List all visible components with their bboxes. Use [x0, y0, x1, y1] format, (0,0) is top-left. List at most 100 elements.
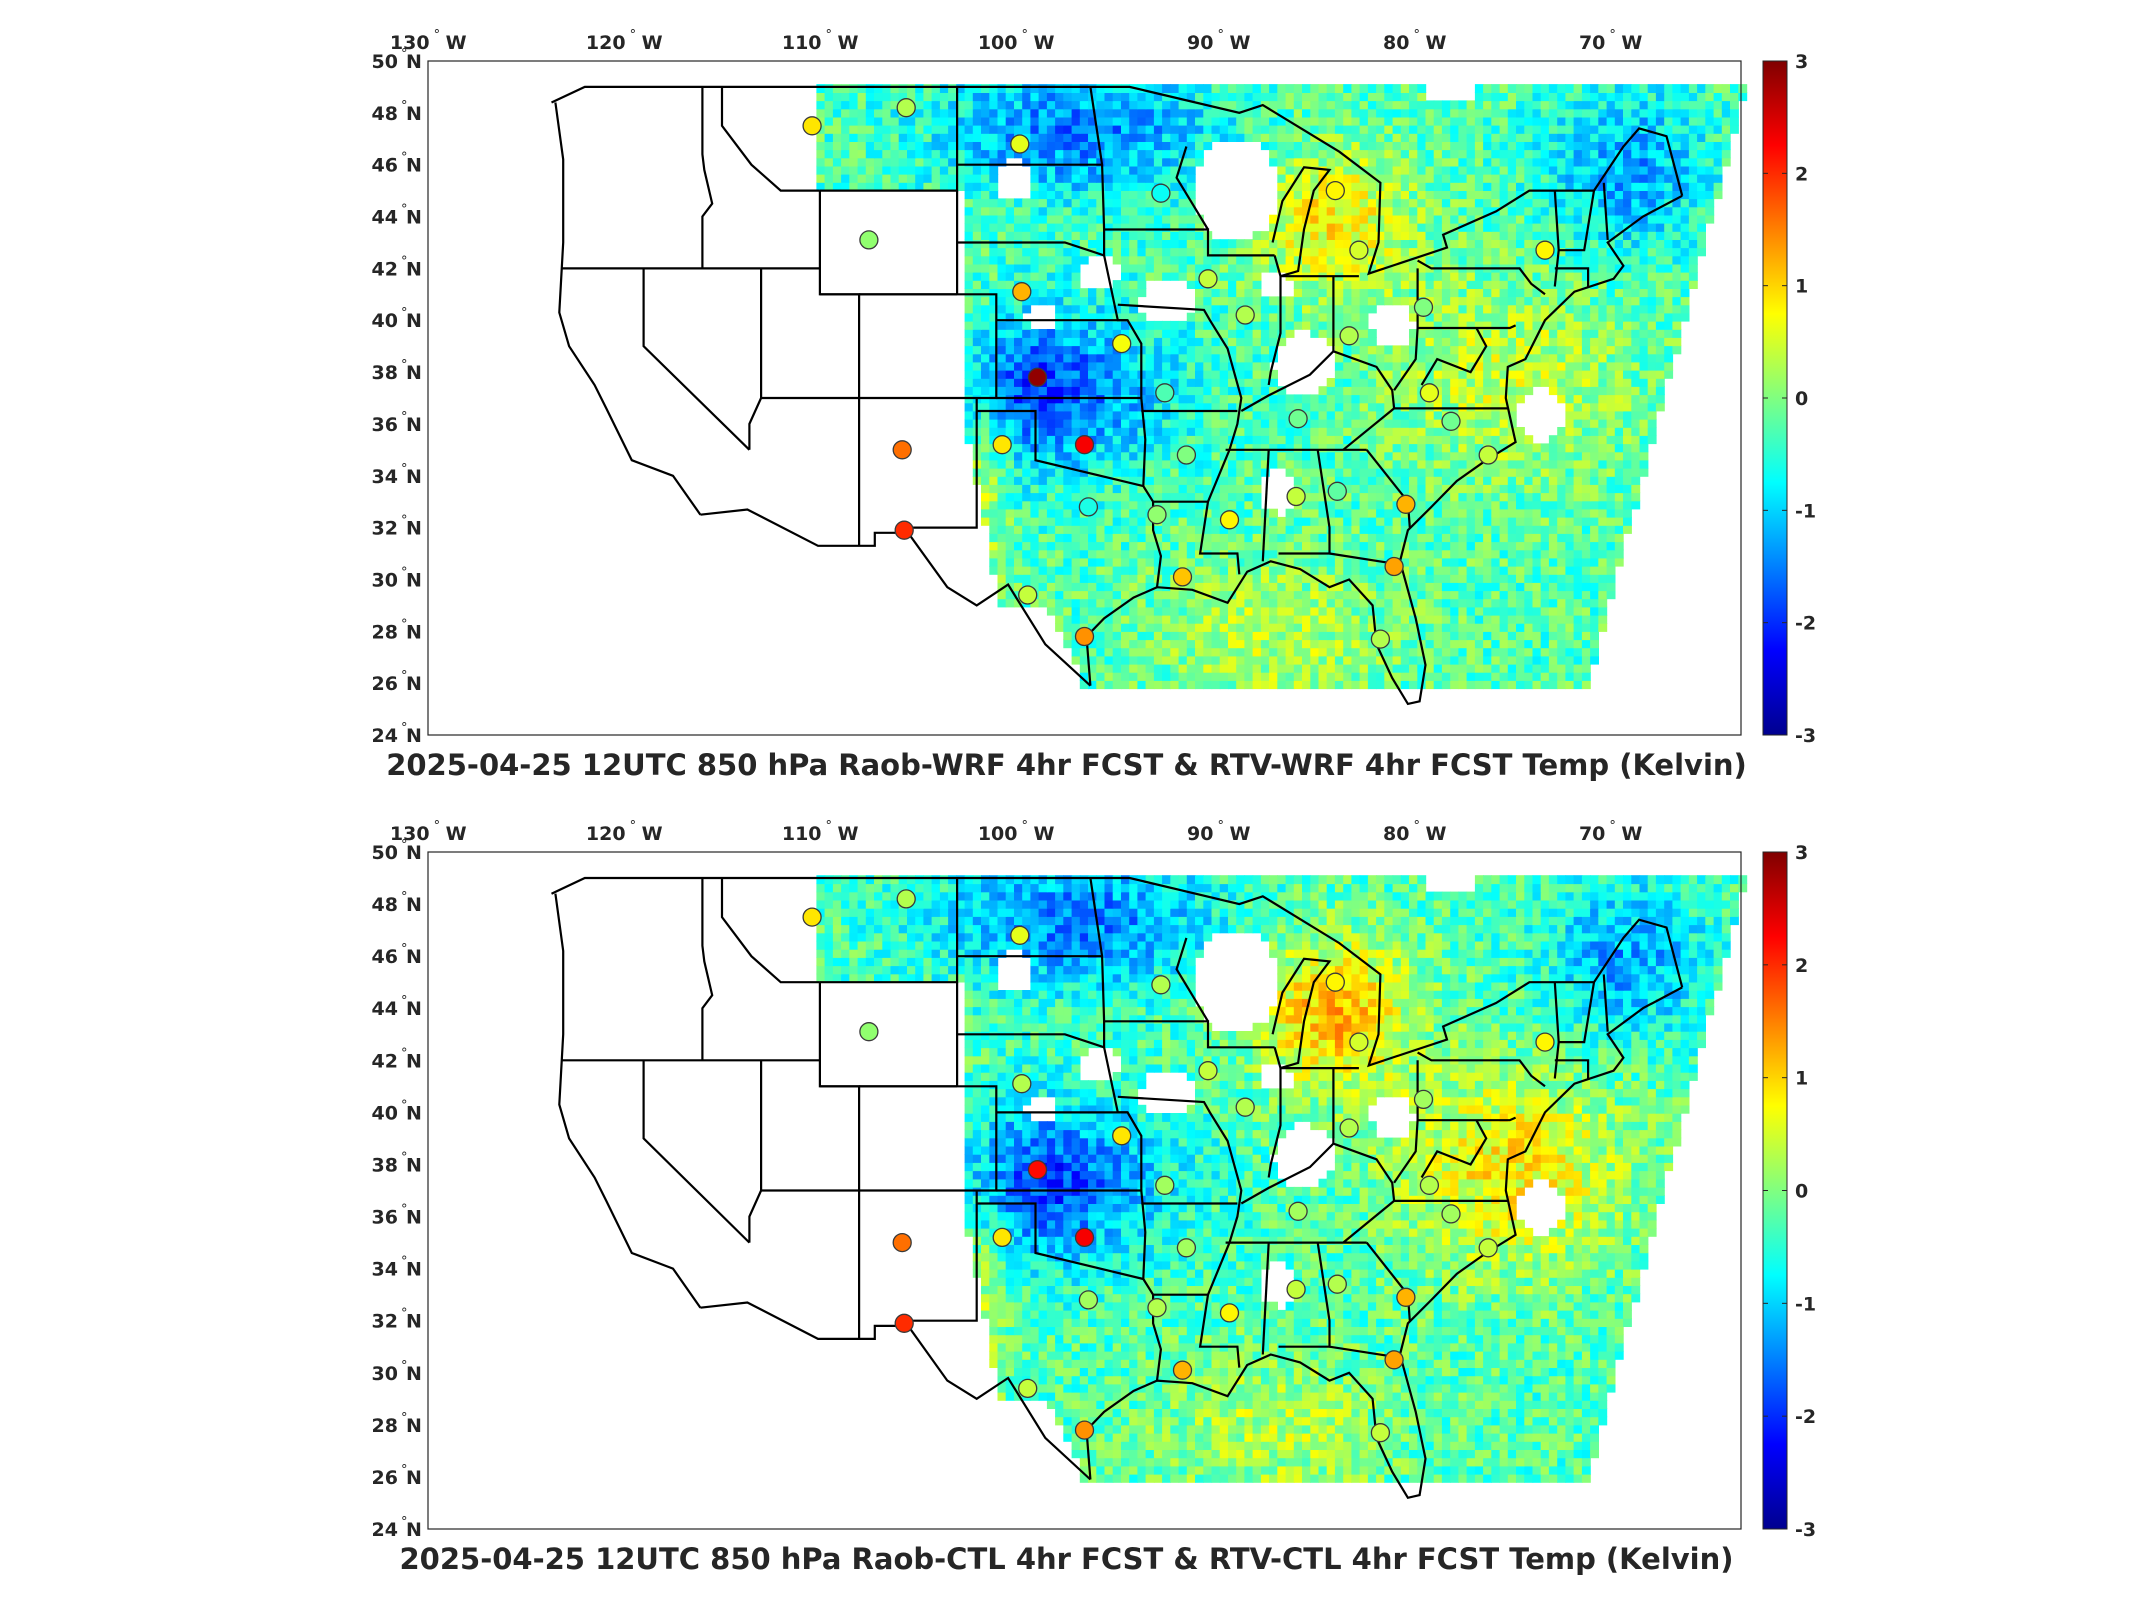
colorbar-tick-label: -3: [1795, 1519, 1816, 1541]
lat-tick-label: 50 °N: [372, 47, 422, 73]
raob-station-marker: [1151, 183, 1171, 203]
lon-tick-label: 110 ° W: [782, 819, 859, 845]
raob-station-marker: [896, 98, 916, 118]
lon-tick-label: 80 ° W: [1383, 28, 1446, 54]
lat-tick-label: 40 °N: [372, 1098, 422, 1124]
lon-tick-label: 80 ° W: [1383, 819, 1446, 845]
lat-tick-label: 38 °N: [372, 358, 422, 384]
lat-tick-label: 34 °N: [372, 462, 422, 488]
raob-station-marker: [1012, 282, 1032, 302]
raob-station-marker: [1288, 1201, 1308, 1221]
raob-station-marker: [1288, 409, 1308, 429]
raob-station-marker: [859, 230, 879, 250]
lat-tick-label: 44 °N: [372, 994, 422, 1020]
raob-station-marker: [1441, 411, 1461, 431]
raob-station-marker: [1325, 972, 1345, 992]
colorbar-tick-label: 2: [1795, 163, 1808, 185]
raob-stations: [802, 889, 1555, 1443]
lat-tick-label: 26 °N: [372, 1463, 422, 1489]
colorbar-tick-label: -1: [1795, 500, 1816, 522]
raob-station-marker: [894, 520, 914, 540]
raob-station-marker: [1370, 629, 1391, 649]
raob-station-marker: [1219, 510, 1240, 530]
raob-station-marker: [1349, 1032, 1369, 1052]
lat-tick-label: 44 °N: [372, 203, 422, 229]
lon-tick-label: 90 ° W: [1187, 28, 1250, 54]
lat-tick-label: 34 °N: [372, 1255, 422, 1281]
raob-station-marker: [1370, 1423, 1391, 1443]
raob-station-marker: [1478, 1238, 1498, 1258]
lon-tick-label: 120 ° W: [586, 819, 663, 845]
colorbar-tick-label: 3: [1795, 51, 1808, 73]
lat-tick-label: 46 °N: [372, 942, 422, 968]
lat-tick-label: 42 °N: [372, 1046, 422, 1072]
raob-station-marker: [1419, 1175, 1440, 1195]
raob-station-marker: [1078, 1290, 1099, 1310]
lon-tick-label: 130 ° W: [390, 819, 467, 845]
lat-tick-label: 30 °N: [372, 565, 422, 591]
lat-tick-label: 32 °N: [372, 514, 422, 540]
raob-station-marker: [992, 1227, 1012, 1248]
raob-station-marker: [1235, 305, 1255, 325]
raob-station-marker: [1339, 1118, 1359, 1138]
raob-station-marker: [894, 1313, 914, 1333]
colorbar-tick-label: 2: [1795, 955, 1808, 977]
lon-tick-label: 90 ° W: [1187, 819, 1250, 845]
raob-station-marker: [1074, 626, 1095, 647]
raob-station-marker: [1151, 975, 1171, 995]
raob-station-marker: [1327, 481, 1347, 501]
raob-station-marker: [1286, 1279, 1306, 1300]
lat-tick-label: 30 °N: [372, 1359, 422, 1385]
temperature-field: [816, 84, 1748, 690]
raob-station-marker: [1010, 134, 1030, 154]
colorbar-tick-label: -2: [1795, 613, 1816, 635]
raob-station-marker: [1235, 1097, 1255, 1117]
raob-station-marker: [1198, 269, 1218, 289]
raob-station-marker: [1396, 1287, 1416, 1307]
map-frame: [427, 851, 1742, 1530]
panel-title-ctl: 2025-04-25 12UTC 850 hPa Raob-CTL 4hr FC…: [399, 1542, 1734, 1576]
raob-station-marker: [1325, 180, 1345, 201]
colorbar-tick-label: -3: [1795, 725, 1816, 747]
raob-station-marker: [1155, 1175, 1175, 1195]
colorbar-tick-label: 0: [1795, 388, 1808, 410]
colorbar-tick-label: 3: [1795, 842, 1808, 864]
raob-station-marker: [1018, 1378, 1038, 1399]
colorbar-tick-label: 0: [1795, 1181, 1808, 1203]
lat-tick-label: 38 °N: [372, 1150, 422, 1176]
lat-tick-label: 28 °N: [372, 617, 422, 643]
raob-station-marker: [1010, 925, 1030, 945]
lat-tick-label: 36 °N: [372, 1203, 422, 1229]
raob-station-marker: [802, 907, 822, 927]
lat-tick-label: 50 °N: [372, 838, 422, 864]
lon-tick-label: 110 ° W: [782, 28, 859, 54]
lon-tick-label: 70 ° W: [1579, 28, 1642, 54]
raob-station-marker: [1074, 1227, 1095, 1248]
raob-station-marker: [892, 1232, 912, 1253]
raob-station-marker: [1112, 1126, 1132, 1146]
map-figure-ctl: 130 ° W 120 ° W 110 ° W 100 ° W 90 ° W 80 ° W 70 ° W 50 °N 48 °N…: [372, 819, 1817, 1541]
raob-station-marker: [1339, 326, 1359, 346]
state-boundaries: [551, 876, 1684, 1500]
colorbar-tick-label: -1: [1795, 1293, 1816, 1315]
raob-station-marker: [892, 440, 912, 460]
raob-station-marker: [1478, 445, 1498, 465]
raob-station-marker: [1078, 497, 1099, 517]
raob-station-marker: [1176, 445, 1197, 465]
lat-tick-label: 46 °N: [372, 151, 422, 177]
raob-station-marker: [992, 435, 1012, 455]
raob-station-marker: [802, 116, 822, 136]
raob-station-marker: [1535, 1032, 1555, 1052]
lat-tick-label: 24 °N: [372, 1515, 422, 1541]
raob-station-marker: [896, 889, 916, 909]
raob-station-marker: [1172, 567, 1193, 587]
panel-title-wrf: 2025-04-25 12UTC 850 hPa Raob-WRF 4hr FC…: [386, 748, 1747, 782]
map-panel-ctl: 130 ° W 120 ° W 110 ° W 100 ° W 90 ° W 80 ° W 70 ° W 50 ° N 48 ° N…: [0, 790, 2133, 1590]
raob-station-marker: [1419, 383, 1440, 403]
lat-tick-label: 48 °N: [372, 890, 422, 916]
lon-tick-label: 130 ° W: [390, 28, 467, 54]
raob-station-marker: [1327, 1274, 1347, 1294]
lat-tick-label: 42 °N: [372, 254, 422, 280]
state-boundaries: [551, 85, 1684, 706]
raob-station-marker: [1074, 435, 1095, 455]
